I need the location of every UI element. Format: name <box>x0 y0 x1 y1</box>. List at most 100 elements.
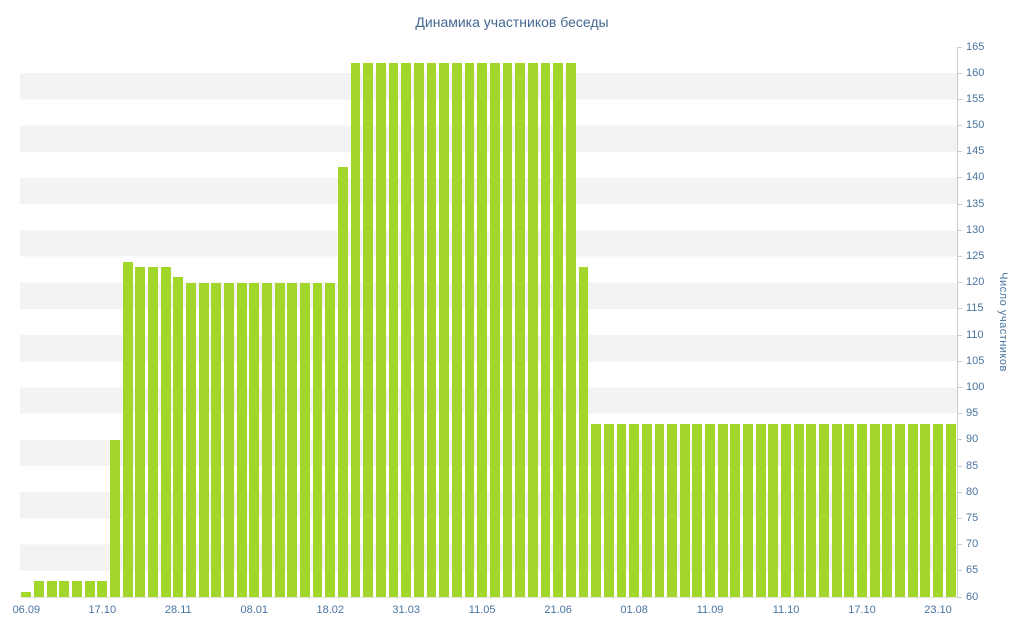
y-tick-mark <box>957 308 962 310</box>
bar[interactable] <box>616 424 627 597</box>
bar[interactable] <box>705 424 716 597</box>
bar[interactable] <box>363 62 374 597</box>
bar[interactable] <box>603 424 614 597</box>
bar[interactable] <box>553 62 564 597</box>
bar[interactable] <box>337 167 348 597</box>
bar[interactable] <box>743 424 753 597</box>
x-axis-label: 23.10 <box>924 604 952 616</box>
bar[interactable] <box>667 424 678 597</box>
bar[interactable] <box>654 424 665 597</box>
bar[interactable] <box>565 62 576 597</box>
bar[interactable] <box>730 424 741 597</box>
x-axis-label: 17.10 <box>88 604 117 616</box>
x-axis-label: 31.03 <box>392 604 420 616</box>
y-tick-mark <box>957 596 962 598</box>
bar[interactable] <box>186 282 196 597</box>
bar[interactable] <box>869 424 880 597</box>
bar[interactable] <box>793 424 804 597</box>
y-tick-mark <box>957 386 962 388</box>
x-axis-label: 11.09 <box>696 604 724 616</box>
bar[interactable] <box>249 282 260 597</box>
bar[interactable] <box>515 62 526 597</box>
plot-area <box>20 47 957 597</box>
bar[interactable] <box>933 424 943 597</box>
bar[interactable] <box>211 282 222 597</box>
bar[interactable] <box>819 424 829 597</box>
bar[interactable] <box>84 581 95 597</box>
bar[interactable] <box>895 424 905 597</box>
x-axis-label: 18.02 <box>316 604 344 616</box>
bar[interactable] <box>641 424 652 597</box>
y-tick-label: 115 <box>966 302 984 315</box>
bar[interactable] <box>679 424 690 597</box>
y-axis-line <box>957 47 958 597</box>
bar[interactable] <box>97 581 108 597</box>
bar[interactable] <box>629 424 640 597</box>
bar[interactable] <box>350 62 361 597</box>
bar[interactable] <box>451 62 462 597</box>
bar[interactable] <box>781 424 791 597</box>
bar[interactable] <box>439 62 450 597</box>
y-tick-mark <box>957 203 962 205</box>
bar[interactable] <box>198 282 209 597</box>
bar[interactable] <box>312 282 323 597</box>
x-axis-baseline <box>20 597 957 598</box>
bar[interactable] <box>413 62 424 597</box>
bar[interactable] <box>692 424 703 597</box>
bar[interactable] <box>236 282 247 597</box>
y-tick-mark <box>957 125 962 127</box>
bar[interactable] <box>578 267 589 597</box>
bar[interactable] <box>287 282 298 597</box>
bar[interactable] <box>148 267 158 597</box>
x-axis-label: 28.11 <box>164 604 192 616</box>
bar[interactable] <box>755 424 766 597</box>
y-tick-label: 85 <box>966 459 979 472</box>
y-tick-label: 150 <box>966 119 985 132</box>
bar[interactable] <box>591 424 602 597</box>
bar[interactable] <box>831 424 842 597</box>
bar[interactable] <box>464 62 475 597</box>
bar[interactable] <box>46 581 57 597</box>
bar[interactable] <box>882 424 893 597</box>
bar[interactable] <box>857 424 867 597</box>
bar[interactable] <box>806 424 817 597</box>
bar[interactable] <box>401 62 412 597</box>
y-tick-label: 160 <box>966 66 985 79</box>
bar[interactable] <box>717 424 728 597</box>
bar[interactable] <box>21 591 32 597</box>
bar[interactable] <box>945 424 956 597</box>
bar[interactable] <box>325 282 336 597</box>
x-axis-label: 01.08 <box>620 604 648 616</box>
bar[interactable] <box>110 439 120 597</box>
bar[interactable] <box>173 277 184 597</box>
bar[interactable] <box>375 62 386 597</box>
bar[interactable] <box>920 424 931 597</box>
bar[interactable] <box>768 424 779 597</box>
bar[interactable] <box>72 581 82 597</box>
bar[interactable] <box>160 267 171 597</box>
x-axis-label: 06.09 <box>12 604 41 616</box>
y-tick-label: 65 <box>966 564 979 577</box>
bar[interactable] <box>122 261 133 597</box>
bar[interactable] <box>135 267 146 597</box>
bar[interactable] <box>59 581 70 597</box>
y-tick-label: 125 <box>966 250 985 263</box>
bar[interactable] <box>426 62 437 597</box>
bar[interactable] <box>502 62 513 597</box>
bar[interactable] <box>540 62 551 597</box>
bar[interactable] <box>844 424 855 597</box>
bar[interactable] <box>261 282 272 597</box>
bar[interactable] <box>299 282 310 597</box>
bar[interactable] <box>223 282 234 597</box>
y-tick-mark <box>957 177 962 179</box>
bar[interactable] <box>388 62 399 597</box>
y-tick-mark <box>957 229 962 231</box>
bar[interactable] <box>477 62 488 597</box>
bar[interactable] <box>907 424 918 597</box>
y-tick-label: 110 <box>966 328 984 341</box>
bar[interactable] <box>34 581 44 597</box>
y-tick-mark <box>957 151 962 153</box>
bar[interactable] <box>274 282 285 597</box>
bar[interactable] <box>527 62 538 597</box>
bar[interactable] <box>489 62 500 597</box>
